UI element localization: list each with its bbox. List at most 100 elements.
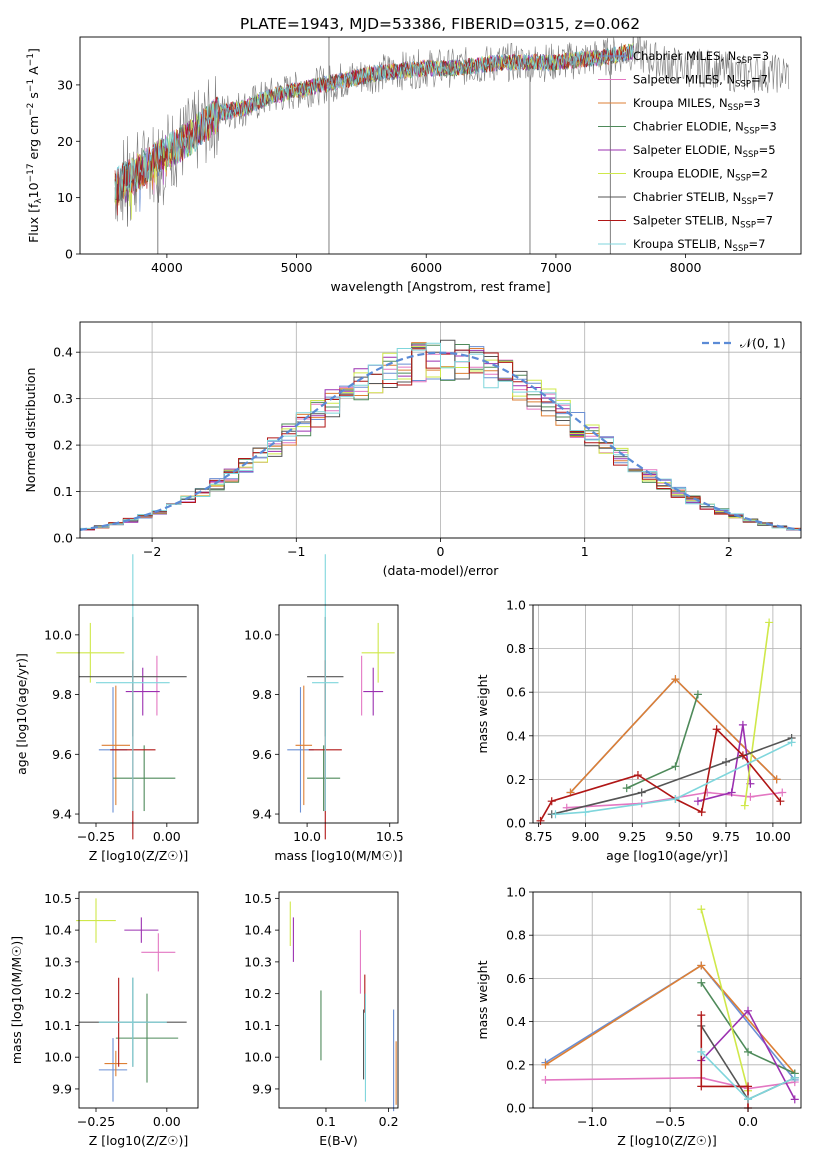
y-tick-label: 10.1 <box>244 1018 272 1033</box>
y-tick-label: 10.5 <box>244 891 272 906</box>
y-tick-label: 0.2 <box>506 1057 526 1072</box>
x-tick-label: 9.75 <box>712 829 740 844</box>
plot-area <box>289 901 397 1112</box>
model-spectrum <box>114 44 634 200</box>
x-tick-label: 4000 <box>151 260 183 275</box>
y-tick-label: 1.0 <box>506 598 526 613</box>
y-tick-label: 9.9 <box>252 1081 272 1096</box>
panel-mass-vs-ebv: 0.1 0.2 9.9 10.0 10.1 10.2 10.3 10.4 10.5 E(B-V) <box>244 891 398 1148</box>
plot-area <box>56 554 187 840</box>
x-tick-label: 6000 <box>410 260 442 275</box>
weight-marker <box>790 1073 799 1082</box>
x-tick-label: 0.00 <box>153 829 181 844</box>
weight-line <box>555 741 792 816</box>
x-tick-label: 9.00 <box>572 829 600 844</box>
weight-marker <box>541 1075 550 1084</box>
weight-marker <box>671 762 680 771</box>
figure-title: PLATE=1943, MJD=53386, FIBERID=0315, z=0… <box>240 15 640 33</box>
panel-residuals: −2 −1 0 1 2 0.0 0.1 0.2 0.3 0.4 (data-model)/error… <box>23 321 802 578</box>
legend-label: Salpeter ELODIE, NSSP=5 <box>633 143 776 160</box>
x-tick-label: 10.0 <box>293 829 321 844</box>
weight-marker <box>697 961 706 970</box>
x-tick-label: −0.25 <box>77 1114 115 1129</box>
x-tick-label: 9.25 <box>618 829 646 844</box>
y-tick-label: 1.0 <box>506 885 526 900</box>
weight-marker <box>765 618 774 627</box>
panel-age-vs-z: −0.25 0.00 9.4 9.6 9.8 10.0 Z [log10(Z/Z☉)] age… <box>14 554 199 863</box>
x-axis-label: age [log10(age/yr)] <box>606 848 728 863</box>
y-tick-label: 10.0 <box>244 627 272 642</box>
residual-histogram <box>80 342 801 531</box>
axes-frame <box>79 36 802 255</box>
x-tick-label: 8.75 <box>525 829 553 844</box>
y-axis-label-part: −1 <box>26 53 36 66</box>
y-tick-label: 10.2 <box>44 986 72 1001</box>
legend-label: Chabrier STELIB, NSSP=7 <box>633 190 774 207</box>
y-axis-label-part: −2 <box>26 103 36 116</box>
axes-frame <box>78 604 199 824</box>
plot-area <box>114 37 790 254</box>
y-tick-label: 10.5 <box>44 891 72 906</box>
plot-area <box>76 898 187 1102</box>
legend-label: Chabrier ELODIE, NSSP=3 <box>633 120 777 137</box>
x-tick-label: 0.00 <box>153 1114 181 1129</box>
x-tick-label: 0 <box>437 544 445 559</box>
y-tick-label: 10.4 <box>44 923 72 938</box>
y-tick-label: 0.0 <box>53 531 73 546</box>
y-tick-label: 9.8 <box>52 687 72 702</box>
panel-mass-weight-vs-age: 8.75 9.00 9.25 9.50 9.75 10.00 0.0 0.2 0.4 0.6 0.8… <box>475 598 802 863</box>
x-tick-label: 7000 <box>540 260 572 275</box>
weight-marker <box>727 788 736 797</box>
weight-marker <box>740 801 749 810</box>
y-tick-label: 10.0 <box>44 627 72 642</box>
weight-marker <box>776 797 785 806</box>
axes-frame <box>278 604 399 824</box>
x-tick-label: −2 <box>143 544 161 559</box>
weight-marker <box>790 1095 799 1104</box>
y-axis-label: Normed distribution <box>23 368 38 493</box>
weight-marker <box>697 808 706 817</box>
weight-marker <box>697 1082 706 1091</box>
x-tick-label: 5000 <box>281 260 313 275</box>
weight-marker <box>693 690 702 699</box>
y-tick-label: 10.0 <box>44 1050 72 1065</box>
legend-label: Salpeter MILES, NSSP=7 <box>633 73 768 90</box>
legend-label: 𝒩(0, 1) <box>740 336 786 351</box>
y-tick-label: 10.3 <box>244 954 272 969</box>
plot-area <box>536 618 796 825</box>
y-tick-label: 9.6 <box>52 747 72 762</box>
x-axis-label: Z [log10(Z/Z☉)] <box>617 1133 717 1148</box>
panel-mass-vs-z: −0.25 0.00 9.9 10.0 10.1 10.2 10.3 10.4 10.5 Z [l… <box>9 891 199 1148</box>
y-tick-label: 0.2 <box>506 772 526 787</box>
y-tick-label: 0.4 <box>53 345 73 360</box>
y-tick-label: 0.4 <box>506 728 526 743</box>
y-tick-label: 9.6 <box>252 747 272 762</box>
weight-line <box>551 737 792 816</box>
x-tick-label: −1 <box>287 544 305 559</box>
y-tick-label: 30 <box>57 77 73 92</box>
panel-mass-weight-vs-z: −1.0 −0.5 0.0 0.0 0.2 0.4 0.6 0.8 1.0 Z [log10(Z/… <box>475 885 802 1148</box>
weight-marker <box>744 1095 753 1104</box>
x-tick-label: 1 <box>581 544 589 559</box>
weight-marker <box>738 751 747 760</box>
x-tick-label: 0.1 <box>316 1114 336 1129</box>
legend-label: Salpeter STELIB, NSSP=7 <box>633 214 773 231</box>
y-tick-label: 0.3 <box>53 391 73 406</box>
y-tick-label: 0 <box>65 247 73 262</box>
weight-line <box>539 727 782 822</box>
weight-marker <box>778 788 787 797</box>
y-tick-label: 0.0 <box>506 816 526 831</box>
plot-area <box>287 554 395 840</box>
weight-line <box>545 1076 795 1090</box>
y-tick-label: 0.6 <box>506 971 526 986</box>
y-tick-label: 10.1 <box>44 1018 72 1033</box>
y-tick-label: 10.4 <box>244 923 272 938</box>
y-tick-label: 10.3 <box>44 954 72 969</box>
axes-frame <box>278 891 399 1109</box>
axes-frame <box>532 891 802 1109</box>
x-tick-label: 8000 <box>670 260 702 275</box>
y-tick-label: 0.4 <box>506 1014 526 1029</box>
y-tick-label: 9.9 <box>52 1081 72 1096</box>
x-tick-label: −0.5 <box>655 1114 685 1129</box>
